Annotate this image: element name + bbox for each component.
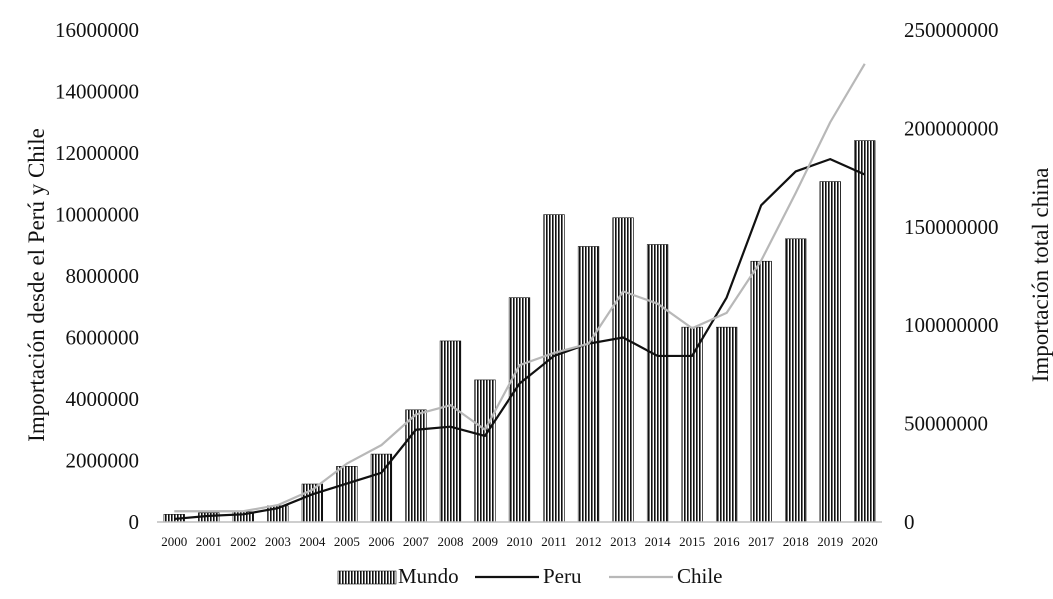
bar-mundo-2020 — [854, 140, 876, 523]
right-axis-ticks: 0 50000000 100000000 150000000 200000000 2500… — [904, 18, 999, 534]
x-tick-label: 2014 — [645, 534, 672, 549]
bar-mundo-2011 — [543, 214, 565, 523]
x-tick-label: 2003 — [265, 534, 291, 549]
bar-mundo-2019 — [819, 181, 841, 523]
left-tick-label: 6000000 — [66, 326, 140, 350]
left-axis-title: Importación desde el Perú y Chile — [24, 128, 49, 442]
x-tick-label: 2001 — [196, 534, 222, 549]
left-tick-label: 14000000 — [55, 80, 139, 104]
line-chile — [174, 63, 866, 513]
legend: Mundo Peru Chile — [337, 564, 723, 588]
bar-mundo-2014 — [646, 244, 669, 523]
x-tick-label: 2019 — [817, 534, 843, 549]
right-tick-label: 0 — [904, 510, 915, 534]
x-tick-label: 2018 — [783, 534, 809, 549]
bar-mundo-2007 — [405, 409, 427, 523]
line-peru — [174, 158, 866, 521]
bar-mundo-2013 — [612, 217, 634, 523]
left-tick-label: 4000000 — [66, 387, 140, 411]
left-tick-label: 2000000 — [66, 449, 140, 473]
bar-mundo-2005 — [336, 466, 358, 523]
left-tick-label: 0 — [129, 510, 140, 534]
bar-mundo-2010 — [508, 297, 531, 523]
x-axis-ticks: 2000 2001 2002 2003 2004 2005 2006 2007 2008 2009… — [161, 534, 877, 549]
bar-mundo-2012 — [577, 246, 600, 523]
right-axis-title: Importación total china — [1028, 168, 1053, 383]
x-tick-label: 2008 — [437, 534, 463, 549]
left-tick-label: 16000000 — [55, 18, 139, 42]
legend-swatch-mundo — [337, 570, 397, 585]
right-tick-label: 200000000 — [904, 116, 999, 140]
x-tick-label: 2006 — [368, 534, 395, 549]
x-tick-label: 2015 — [679, 534, 705, 549]
bar-mundo-2018 — [785, 238, 807, 523]
left-tick-label: 8000000 — [66, 264, 140, 288]
legend-label-chile: Chile — [677, 564, 723, 588]
x-tick-label: 2009 — [472, 534, 498, 549]
x-tick-label: 2012 — [576, 534, 602, 549]
right-tick-label: 100000000 — [904, 313, 999, 337]
x-tick-label: 2005 — [334, 534, 360, 549]
x-tick-label: 2004 — [299, 534, 326, 549]
x-tick-label: 2011 — [541, 534, 567, 549]
right-tick-label: 250000000 — [904, 18, 999, 42]
x-tick-label: 2007 — [403, 534, 430, 549]
bar-mundo-2009 — [474, 379, 496, 523]
x-tick-label: 2000 — [161, 534, 187, 549]
bar-mundo-2008 — [439, 340, 462, 523]
legend-label-peru: Peru — [543, 564, 582, 588]
bar-mundo-2016 — [715, 326, 738, 523]
x-tick-label: 2016 — [714, 534, 741, 549]
left-tick-label: 10000000 — [55, 203, 139, 227]
right-tick-label: 50000000 — [904, 412, 988, 436]
left-axis-ticks: 0 2000000 4000000 6000000 8000000 10000000 120… — [55, 18, 139, 534]
x-tick-label: 2017 — [748, 534, 775, 549]
line-series — [174, 63, 866, 521]
bar-mundo-2017 — [750, 260, 772, 523]
x-tick-label: 2013 — [610, 534, 636, 549]
left-tick-label: 12000000 — [55, 141, 139, 165]
x-tick-label: 2020 — [852, 534, 878, 549]
right-tick-label: 150000000 — [904, 215, 999, 239]
x-tick-label: 2010 — [507, 534, 533, 549]
x-tick-label: 2002 — [230, 534, 256, 549]
legend-label-mundo: Mundo — [398, 564, 459, 588]
